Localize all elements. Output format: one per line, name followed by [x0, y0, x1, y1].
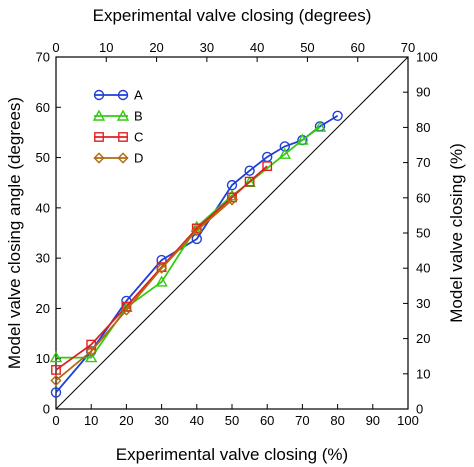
- top-tick-label: 50: [300, 40, 314, 55]
- series-d-point: [85, 345, 97, 357]
- legend-item-d: D: [93, 151, 143, 166]
- bottom-tick-label: 50: [225, 413, 239, 428]
- series-a: [50, 110, 343, 398]
- bottom-tick-label: 80: [330, 413, 344, 428]
- top-tick-label: 10: [99, 40, 113, 55]
- series-a-point: [156, 254, 167, 266]
- legend-label-c: C: [134, 130, 143, 145]
- legend-marker-left: [92, 109, 106, 121]
- top-tick-label: 0: [52, 40, 59, 55]
- right-tick-label: 40: [416, 261, 430, 276]
- legend-marker-right: [116, 109, 130, 121]
- right-tick-label: 60: [416, 190, 430, 205]
- left-tick-label: 10: [36, 351, 50, 366]
- legend-marker-right: [117, 152, 129, 164]
- series-c-point: [86, 339, 97, 350]
- top-axis-title: Experimental valve closing (degrees): [93, 6, 372, 25]
- series-d: [50, 194, 238, 387]
- series-d-point: [156, 262, 168, 274]
- top-tick-label: 20: [149, 40, 163, 55]
- series-d-point: [226, 194, 238, 206]
- right-tick-label: 50: [416, 226, 430, 241]
- series-layer: [49, 110, 343, 398]
- series-d-line: [55, 199, 233, 382]
- series-c-line: [55, 165, 268, 371]
- legend-marker-right: [117, 89, 129, 101]
- series-b-point: [155, 275, 168, 287]
- reference-line: [55, 56, 409, 410]
- legend-marker-left: [94, 132, 104, 142]
- series-d-point: [191, 224, 203, 237]
- series-a-point: [50, 387, 62, 398]
- legend-label-b: B: [134, 109, 143, 124]
- left-tick-label: 70: [36, 50, 50, 65]
- bottom-tick-label: 60: [260, 413, 274, 428]
- left-tick-label: 60: [36, 100, 50, 115]
- series-d-point: [120, 304, 132, 316]
- right-tick-label: 90: [416, 85, 430, 100]
- series-b-point: [85, 351, 98, 363]
- legend-item-b: B: [92, 109, 143, 124]
- series-b-line: [56, 126, 321, 359]
- legend-item-a: A: [93, 88, 143, 103]
- right-tick-label: 0: [416, 402, 423, 417]
- right-tick-label: 20: [416, 331, 430, 346]
- left-tick-label: 0: [43, 402, 50, 417]
- series-a-point: [244, 165, 255, 176]
- series-c-point: [244, 176, 255, 187]
- top-tick-label: 30: [200, 40, 214, 55]
- left-tick-label: 50: [36, 150, 50, 165]
- bottom-tick-label: 10: [84, 413, 98, 428]
- right-tick-label: 10: [416, 366, 430, 381]
- series-b-point: [49, 351, 63, 363]
- series-c-point: [51, 365, 61, 375]
- left-tick-label: 30: [36, 251, 50, 266]
- right-tick-label: 70: [416, 155, 430, 170]
- legend-label-d: D: [134, 151, 143, 166]
- top-tick-label: 70: [401, 40, 415, 55]
- legend-label-a: A: [134, 88, 143, 103]
- right-tick-label: 100: [416, 50, 438, 65]
- legend-marker-left: [93, 89, 105, 101]
- bottom-tick-label: 0: [52, 413, 59, 428]
- reference-layer: [55, 56, 409, 410]
- right-axis-title: Model valve closing (%): [447, 143, 466, 323]
- series-c-point: [191, 223, 202, 234]
- right-tick-label: 80: [416, 120, 430, 135]
- series-a-point: [332, 110, 343, 121]
- left-tick-label: 40: [36, 200, 50, 215]
- series-b-point: [278, 147, 291, 159]
- right-tick-label: 30: [416, 296, 430, 311]
- series-b-point: [296, 133, 309, 145]
- left-tick-label: 20: [36, 301, 50, 316]
- legend-item-c: C: [94, 130, 143, 145]
- series-b-point: [313, 120, 327, 132]
- bottom-tick-label: 30: [154, 413, 168, 428]
- top-tick-label: 40: [250, 40, 264, 55]
- series-c-point: [262, 161, 273, 172]
- bottom-tick-label: 20: [119, 413, 133, 428]
- bottom-axis-title: Experimental valve closing (%): [116, 445, 348, 464]
- bottom-tick-label: 90: [366, 413, 380, 428]
- series-d-point: [50, 374, 62, 387]
- series-c-point: [227, 192, 237, 203]
- series-b: [49, 120, 327, 363]
- top-tick-label: 60: [350, 40, 364, 55]
- bottom-tick-label: 70: [295, 413, 309, 428]
- legend-marker-right: [118, 132, 128, 142]
- legend-marker-left: [93, 152, 105, 164]
- bottom-tick-label: 40: [190, 413, 204, 428]
- left-axis-title: Model valve closing angle (degrees): [5, 97, 24, 369]
- series-a-point: [279, 141, 290, 152]
- bottom-tick-label: 100: [397, 413, 419, 428]
